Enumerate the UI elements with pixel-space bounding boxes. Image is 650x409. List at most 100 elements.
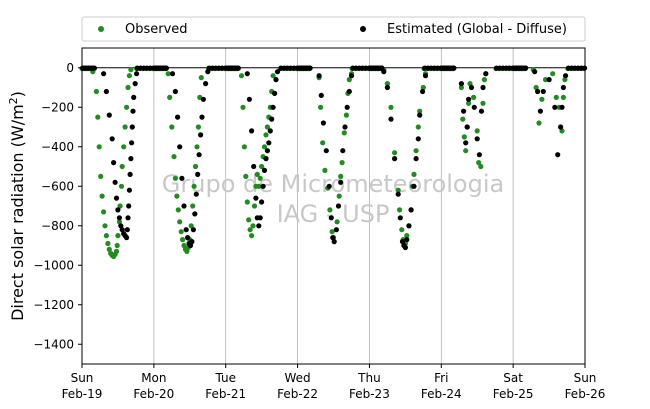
series-observed-point — [466, 100, 472, 106]
series-estimated-point — [335, 203, 342, 209]
series-observed-point — [180, 237, 186, 243]
series-observed-point — [460, 116, 466, 122]
series-observed-point — [190, 203, 196, 209]
y-tick-label: −400 — [41, 140, 74, 154]
series-observed-point — [392, 150, 398, 156]
legend-frame — [81, 16, 586, 42]
series-observed-point — [322, 167, 328, 173]
series-estimated-point — [272, 90, 278, 96]
x-tick-label-date: Feb-21 — [205, 387, 246, 401]
series-observed-point — [95, 114, 101, 120]
series-observed-point — [184, 248, 190, 254]
x-tick-label-day: Sat — [503, 371, 523, 385]
series-observed-point — [539, 96, 545, 102]
series-observed-point — [128, 67, 134, 73]
series-observed-point — [192, 163, 199, 170]
series-observed-point — [191, 183, 197, 189]
series-estimated-point — [560, 84, 567, 91]
series-observed-point — [404, 233, 410, 239]
series-estimated-point — [246, 96, 252, 102]
series-estimated-point — [109, 136, 115, 142]
series-estimated-point — [474, 136, 480, 142]
series-estimated-point — [116, 215, 122, 221]
x-tick-label-day: Tue — [214, 371, 236, 385]
series-estimated-point — [199, 114, 205, 120]
series-estimated-point — [420, 88, 426, 95]
series-observed-point — [126, 73, 132, 79]
series-estimated-point — [466, 96, 472, 102]
series-estimated-point — [344, 104, 350, 110]
series-observed-point — [458, 84, 464, 91]
series-estimated-point — [129, 124, 135, 130]
x-tick-label-day: Mon — [141, 371, 166, 385]
series-estimated-point — [134, 71, 140, 77]
series-observed-point — [121, 144, 127, 150]
series-estimated-point — [559, 104, 565, 110]
series-estimated-point — [175, 114, 181, 120]
series-observed-point — [195, 124, 201, 130]
series-estimated-point — [558, 124, 564, 130]
series-estimated-point — [185, 235, 191, 241]
series-observed-point — [476, 160, 482, 166]
legend: Observed Estimated (Global - Diffuse) — [81, 16, 586, 42]
watermark-line: Grupo de Micrometeorologia — [162, 170, 504, 198]
x-axis: Sun Feb-19 Mon Feb-20 Tue Feb-21 Wed Feb-22 Thu F… — [62, 364, 605, 401]
series-observed-point — [346, 77, 352, 83]
series-observed-point — [471, 94, 477, 100]
series-estimated-point — [192, 211, 198, 217]
series-estimated-point — [476, 152, 482, 158]
series-observed-point — [411, 171, 417, 177]
series-estimated-point — [112, 179, 118, 185]
series-observed-point — [96, 144, 102, 150]
series-estimated-point — [461, 108, 467, 114]
series-estimated-point — [411, 183, 417, 189]
series-observed-point — [167, 94, 173, 100]
series-observed-point — [420, 84, 426, 91]
series-estimated-point — [129, 140, 135, 146]
series-observed-point — [247, 227, 253, 233]
series-estimated-point — [323, 148, 329, 154]
x-tick-label-day: Thu — [357, 371, 381, 385]
x-tick-label-date: Feb-22 — [277, 387, 318, 401]
series-estimated-point — [316, 73, 322, 79]
series-estimated-point — [555, 152, 561, 158]
series-estimated-point — [190, 227, 196, 233]
series-observed-point — [343, 112, 349, 118]
series-estimated-point — [172, 88, 178, 95]
series-observed-point — [329, 229, 335, 235]
series-estimated-point — [266, 140, 272, 146]
series-estimated-point — [346, 88, 352, 95]
series-observed-point — [124, 104, 130, 110]
series-estimated-point — [181, 203, 187, 209]
series-estimated-point — [205, 69, 211, 75]
series-observed-point — [177, 219, 183, 225]
series-estimated-point — [132, 81, 138, 87]
series-observed-point — [480, 100, 486, 106]
series-observed-point — [415, 124, 421, 130]
series-observed-point — [318, 104, 324, 110]
series-observed-point — [395, 187, 401, 193]
series-estimated-point — [342, 124, 348, 130]
series-observed-point — [172, 175, 178, 181]
series-observed-point — [542, 77, 549, 83]
series-observed-point — [102, 223, 108, 229]
series-estimated-baseline-point — [163, 65, 169, 71]
series-estimated-point — [126, 187, 132, 193]
series-estimated-point — [388, 116, 394, 122]
series-estimated-point — [537, 108, 544, 114]
series-estimated-point — [124, 235, 130, 241]
series-observed-point — [463, 148, 469, 154]
series-estimated-point — [259, 199, 265, 205]
series-estimated-point — [340, 148, 346, 154]
series-observed-point — [122, 124, 128, 130]
series-observed-point — [327, 207, 333, 213]
series-estimated-point — [480, 84, 486, 91]
legend-marker-estimated — [360, 26, 366, 32]
x-tick-label-date: Feb-24 — [421, 387, 462, 401]
series-observed-point — [103, 233, 109, 239]
series-observed-point — [533, 84, 539, 91]
series-observed-point — [117, 203, 123, 209]
series-estimated-baseline-point — [235, 65, 241, 71]
